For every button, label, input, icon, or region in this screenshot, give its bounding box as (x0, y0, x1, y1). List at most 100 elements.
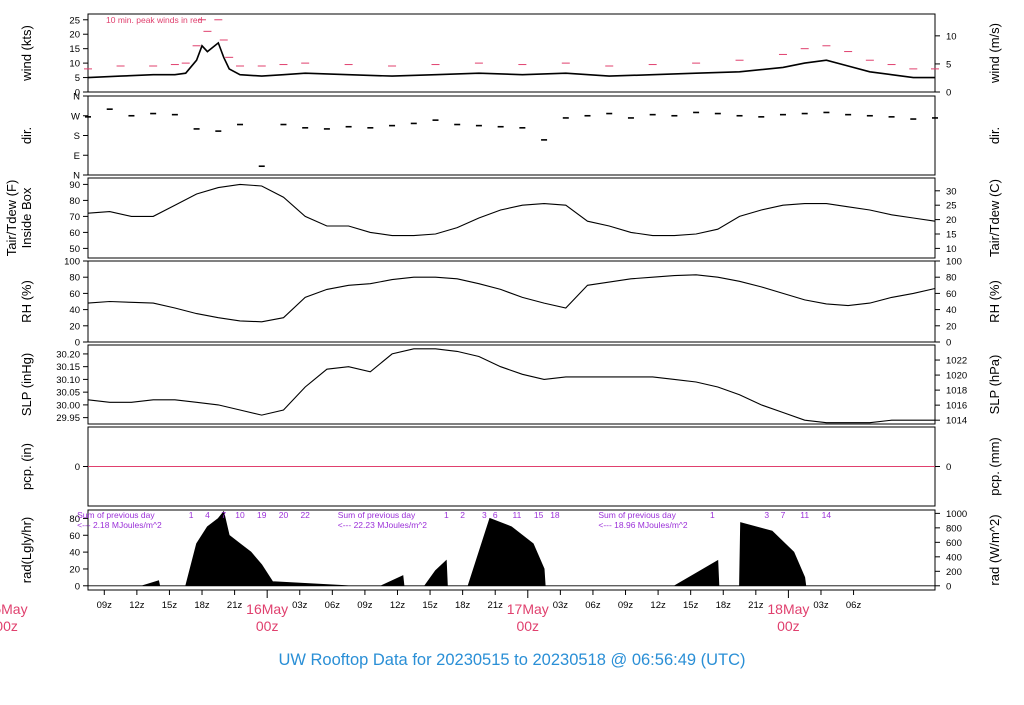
temp-line (87, 183, 936, 237)
y-tick-label: 60 (69, 531, 80, 542)
rad-hour-label: 11 (800, 510, 809, 520)
x-day-hour-label: 00z (516, 618, 539, 634)
panel-frame (87, 509, 936, 591)
rad-hour-label: 10 (235, 510, 245, 520)
x-day-label: 18May (767, 601, 809, 617)
y-tick-label: S (74, 131, 80, 142)
y-tick-right-label: 1020 (946, 371, 967, 382)
y-axis-title-2: Inside Box (19, 187, 34, 248)
panel-frame (87, 344, 936, 425)
y-tick-label: N (73, 171, 80, 182)
y-axis-title: SLP (inHg) (19, 353, 34, 416)
panel-pcp: 0 0 pcp. (in) pcp. (mm) (19, 426, 1002, 507)
y-tick-right-label: 60 (946, 289, 957, 300)
y-tick-label: 0 (75, 581, 80, 592)
panel-frame (87, 13, 936, 93)
x-axis: 09z 12z 15z 18z 21z 03z 06z 09z 12z 15z 18z 21z 03z 0… (0, 590, 861, 634)
y-axis-title-right: Tair/Tdew (C) (987, 179, 1002, 257)
x-day-hour-label: 00z (256, 618, 279, 634)
y-axis-title: pcp. (in) (19, 443, 34, 490)
rad-hour-label: 22 (300, 510, 310, 520)
y-axis-title-right: dir. (987, 127, 1002, 144)
y-tick-label: 30.15 (56, 362, 80, 373)
rad-hour-label: 18 (550, 510, 560, 520)
y-tick-right-label: 20 (946, 321, 957, 332)
rad-hour-label: 6 (493, 510, 498, 520)
rad-hour-label: 20 (279, 510, 289, 520)
y-axis-title: Tair/Tdew (F) (4, 180, 19, 257)
x-tick-label: 03z (813, 600, 829, 611)
rad-hour-label: 1 (189, 510, 194, 520)
y-tick-right-label: 1018 (946, 386, 967, 397)
y-tick-label: 20 (69, 564, 80, 575)
y-tick-label: 20 (69, 321, 80, 332)
y-tick-label: 80 (69, 514, 80, 525)
panel-frame (87, 95, 936, 176)
x-tick-label: 09z (97, 600, 113, 611)
y-tick-right-label: 10 (946, 244, 957, 255)
x-day-label: 17May (507, 601, 549, 617)
y-tick-label: 60 (69, 228, 80, 239)
rad-hour-label: 1 (710, 510, 715, 520)
rad-hour-label: 7 (781, 510, 786, 520)
x-tick-label: 06z (325, 600, 341, 611)
y-tick-label: 0 (75, 88, 80, 99)
y-tick-label: 40 (69, 548, 80, 559)
y-tick-right-label: 20 (946, 215, 957, 226)
x-tick-label: 06z (846, 600, 862, 611)
y-tick-label: 15 (69, 44, 80, 55)
x-tick-label: 12z (650, 600, 666, 611)
x-tick-label: 03z (292, 600, 308, 611)
rad-hour-label: 19 (257, 510, 267, 520)
y-tick-label: 60 (69, 289, 80, 300)
rad-sum-label: Sum of previous day (77, 510, 155, 520)
y-tick-label: 80 (69, 273, 80, 284)
x-tick-label: 09z (357, 600, 373, 611)
y-tick-right-label: 800 (946, 523, 962, 534)
x-tick-label: 21z (227, 600, 243, 611)
y-tick-label: 10 (69, 59, 80, 70)
x-day-hour-label: 00z (0, 618, 18, 634)
y-tick-right-label: 100 (946, 257, 962, 268)
y-tick-right-label: 25 (946, 201, 957, 212)
y-tick-label: 30.20 (56, 349, 80, 360)
panel-frame (87, 260, 936, 343)
y-tick-label: 30.10 (56, 375, 80, 386)
y-tick-right-label: 40 (946, 305, 957, 316)
rad-hour-label: 11 (513, 510, 522, 520)
y-tick-label: 25 (69, 15, 80, 26)
y-axis-title: RH (%) (19, 280, 34, 323)
x-day-label: 15May (0, 601, 28, 617)
rad-hour-label: 14 (822, 510, 832, 520)
y-tick-label: 20 (69, 30, 80, 41)
rad-sum-value: <--- 2.18 MJoules/m^2 (77, 520, 162, 530)
y-axis-title-right: rad (W/m^2) (987, 514, 1002, 585)
y-tick-right-label: 30 (946, 186, 957, 197)
y-tick-right-label: 80 (946, 273, 957, 284)
x-tick-label: 09z (618, 600, 634, 611)
y-axis-title: wind (kts) (19, 25, 34, 82)
y-axis-title-right: wind (m/s) (987, 23, 1002, 84)
y-axis-title: dir. (19, 127, 34, 144)
y-tick-right-label: 0 (946, 581, 951, 592)
panel-wind: 0 5 10 15 20 25 0 5 10 wind (kts) wind (m/s) 10 min… (19, 13, 1002, 99)
rad-area (88, 510, 935, 587)
y-axis-title-right: SLP (hPa) (987, 355, 1002, 415)
rad-hour-label: 1 (444, 510, 449, 520)
footer-title: UW Rooftop Data for 20230515 to 20230518… (278, 651, 745, 669)
x-tick-label: 21z (748, 600, 764, 611)
x-tick-label: 18z (716, 600, 732, 611)
panel-temp: 50 60 70 80 90 10 15 20 25 30 Tair/Tdew (F) Inside … (4, 177, 1002, 259)
y-axis-title: rad(Lgly/hr) (19, 517, 34, 583)
y-tick-right-label: 10 (946, 31, 957, 42)
y-tick-label: 0 (75, 462, 80, 473)
x-tick-label: 18z (455, 600, 471, 611)
rad-hour-label: 2 (460, 510, 465, 520)
y-tick-right-label: 5 (946, 59, 951, 70)
y-tick-label: 29.95 (56, 413, 80, 424)
y-tick-right-label: 600 (946, 538, 962, 549)
